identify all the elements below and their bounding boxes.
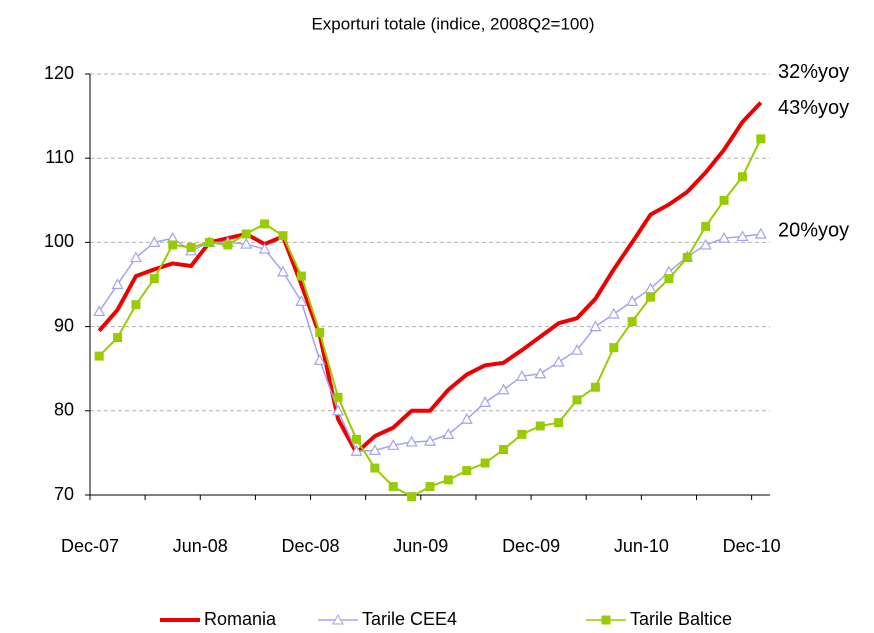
marker [313, 354, 326, 365]
marker [276, 265, 289, 277]
marker [699, 238, 712, 250]
chart-title: Exporturi totale (indice, 2008Q2=100) [311, 14, 594, 33]
marker [607, 307, 620, 319]
marker [737, 172, 747, 182]
marker [443, 475, 453, 485]
marker [148, 236, 161, 247]
x-tick-label: Jun-08 [173, 536, 228, 556]
legend-marker [601, 615, 611, 625]
marker [131, 300, 141, 310]
end-label: 32%yoy [778, 61, 849, 83]
legend-label: Tarile CEE4 [362, 609, 457, 629]
y-tick-label: 70 [54, 484, 74, 504]
marker [719, 195, 729, 205]
marker [572, 395, 582, 405]
marker [460, 412, 473, 424]
marker [168, 240, 178, 250]
y-tick-label: 110 [45, 147, 74, 167]
marker [535, 421, 545, 431]
marker [442, 428, 455, 439]
x-tick-label: Dec-09 [502, 536, 560, 556]
marker [351, 434, 361, 444]
end-label: 20%yoy [778, 219, 849, 241]
marker [370, 463, 380, 473]
marker [368, 444, 381, 455]
marker [93, 305, 106, 317]
marker [296, 271, 306, 281]
marker [682, 253, 692, 263]
marker [664, 274, 674, 284]
marker [571, 343, 584, 355]
marker [425, 482, 435, 492]
marker [387, 439, 400, 450]
marker [258, 242, 271, 254]
marker [350, 444, 363, 456]
end-label: 43%yoy [778, 97, 849, 119]
marker [94, 351, 104, 361]
marker [241, 229, 251, 239]
marker [497, 383, 510, 395]
marker [333, 392, 343, 402]
marker [754, 227, 767, 239]
legend-label: Tarile Baltice [630, 609, 732, 629]
x-tick-label: Jun-09 [393, 536, 448, 556]
marker [479, 396, 492, 407]
series-line [98, 233, 761, 452]
marker [480, 458, 490, 468]
marker [186, 242, 196, 252]
marker [627, 317, 637, 327]
marker [515, 370, 528, 381]
marker [552, 355, 565, 367]
marker [129, 251, 142, 263]
marker [423, 434, 437, 446]
legend-label: Romania [204, 609, 277, 629]
marker [332, 404, 345, 416]
marker [646, 292, 656, 302]
marker [315, 327, 325, 337]
legend-marker [332, 613, 344, 625]
series [94, 134, 766, 502]
y-tick-label: 80 [54, 400, 74, 420]
marker [113, 333, 123, 343]
x-tick-label: Jun-10 [614, 536, 669, 556]
marker [260, 219, 270, 229]
marker [407, 492, 417, 502]
marker [626, 295, 639, 306]
y-tick-label: 90 [54, 315, 74, 335]
marker [609, 343, 619, 353]
x-tick-label: Dec-10 [723, 536, 781, 556]
x-tick-label: Dec-08 [282, 536, 340, 556]
marker [554, 418, 564, 428]
y-tick-label: 120 [44, 63, 74, 83]
marker [499, 445, 509, 455]
marker [111, 278, 124, 290]
marker [718, 231, 731, 243]
marker [590, 382, 600, 392]
marker [240, 237, 253, 249]
marker [223, 240, 233, 250]
x-tick-label: Dec-07 [61, 536, 119, 556]
marker [278, 231, 288, 241]
marker [149, 274, 159, 284]
marker [756, 134, 766, 144]
marker [388, 482, 398, 492]
marker [517, 429, 527, 439]
marker [462, 466, 472, 476]
marker [295, 295, 308, 306]
marker [589, 320, 602, 332]
marker [204, 237, 214, 247]
marker [405, 435, 418, 447]
y-tick-label: 100 [44, 231, 74, 251]
marker [534, 367, 547, 379]
marker [736, 230, 749, 242]
marker [701, 221, 711, 231]
